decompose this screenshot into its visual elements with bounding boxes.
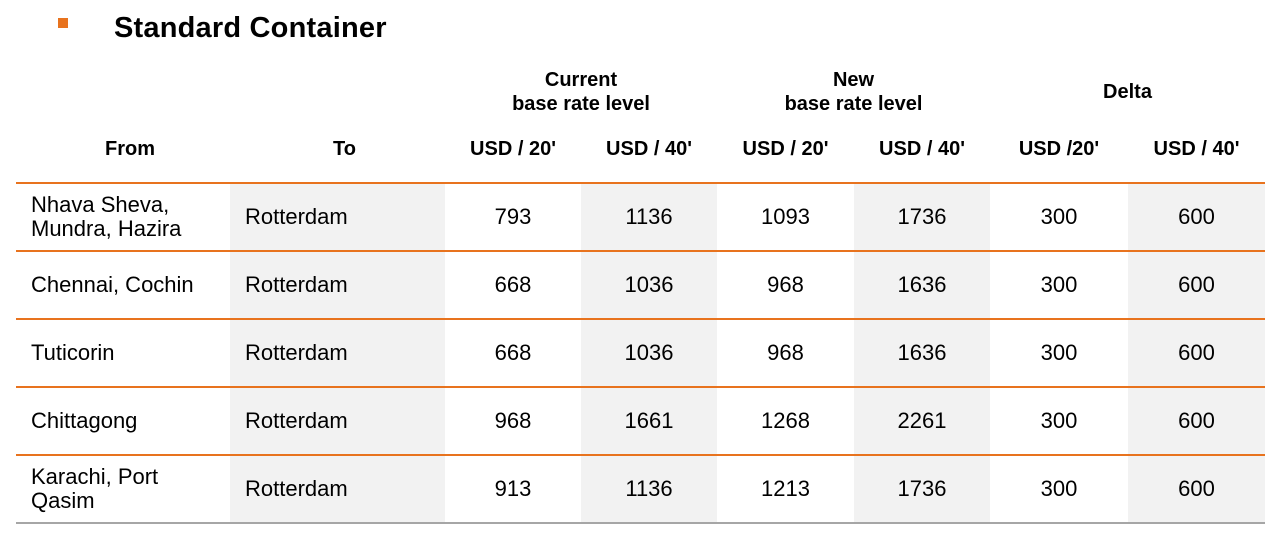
square-bullet-icon — [58, 18, 68, 28]
delta-40-cell: 600 — [1128, 454, 1265, 524]
new-20-cell: 1268 — [717, 386, 854, 455]
delta-40-cell: 600 — [1128, 182, 1265, 251]
new-20-cell: 1213 — [717, 454, 854, 524]
group-header-delta: Delta — [990, 66, 1265, 118]
to-cell: Rotterdam — [230, 250, 445, 319]
delta-20-cell: 300 — [990, 386, 1128, 455]
column-header-delta-20: USD /20' — [1018, 138, 1100, 160]
from-cell: Karachi, Port Qasim — [16, 454, 230, 524]
current-20-cell: 668 — [445, 318, 581, 387]
from-cell: Nhava Sheva, Mundra, Hazira — [16, 182, 230, 251]
group-header-new-label: New base rate level — [784, 69, 923, 115]
delta-40-cell: 600 — [1128, 250, 1265, 319]
current-40-cell: 1036 — [581, 318, 717, 387]
current-20-cell: 913 — [445, 454, 581, 524]
column-header-current-20: USD / 20' — [470, 138, 556, 160]
table-row: Chennai, Cochin Rotterdam 668 1036 968 1636 30… — [16, 250, 1265, 319]
column-header-to: To — [333, 138, 356, 160]
new-40-cell: 2261 — [854, 386, 990, 455]
from-cell: Chittagong — [16, 386, 230, 455]
page-title: Standard Container — [114, 11, 387, 44]
group-header-current-label: Current base rate level — [512, 69, 650, 115]
new-40-cell: 1736 — [854, 182, 990, 251]
new-20-cell: 968 — [717, 318, 854, 387]
from-cell: Chennai, Cochin — [16, 250, 230, 319]
new-20-cell: 1093 — [717, 182, 854, 251]
new-40-cell: 1636 — [854, 318, 990, 387]
column-header-delta-40: USD / 40' — [1153, 138, 1240, 160]
delta-40-cell: 600 — [1128, 386, 1265, 455]
group-header-delta-label: Delta — [1103, 81, 1152, 103]
delta-20-cell: 300 — [990, 182, 1128, 251]
rate-table-body: Nhava Sheva, Mundra, Hazira Rotterdam 793 1… — [16, 182, 1265, 524]
column-header-new-40: USD / 40' — [879, 138, 965, 160]
delta-40-cell: 600 — [1128, 318, 1265, 387]
to-cell: Rotterdam — [230, 454, 445, 524]
to-cell: Rotterdam — [230, 182, 445, 251]
delta-20-cell: 300 — [990, 250, 1128, 319]
current-20-cell: 793 — [445, 182, 581, 251]
current-40-cell: 1661 — [581, 386, 717, 455]
current-20-cell: 668 — [445, 250, 581, 319]
table-row: Karachi, Port Qasim Rotterdam 913 1136 1213 1… — [16, 454, 1265, 524]
group-header-current: Current base rate level — [445, 66, 717, 118]
new-40-cell: 1736 — [854, 454, 990, 524]
rate-table: Nhava Sheva, Mundra, Hazira Rotterdam 793 1… — [16, 182, 1265, 524]
page-heading: Standard Container — [58, 8, 387, 48]
column-header-current-40: USD / 40' — [606, 138, 692, 160]
delta-20-cell: 300 — [990, 318, 1128, 387]
delta-20-cell: 300 — [990, 454, 1128, 524]
column-header-new-20: USD / 20' — [742, 138, 829, 160]
group-header-new: New base rate level — [717, 66, 990, 118]
to-cell: Rotterdam — [230, 318, 445, 387]
new-20-cell: 968 — [717, 250, 854, 319]
current-40-cell: 1136 — [581, 182, 717, 251]
current-20-cell: 968 — [445, 386, 581, 455]
column-header-from: From — [105, 138, 155, 160]
to-cell: Rotterdam — [230, 386, 445, 455]
new-40-cell: 1636 — [854, 250, 990, 319]
table-row: Tuticorin Rotterdam 668 1036 968 1636 300 600 — [16, 318, 1265, 387]
current-40-cell: 1036 — [581, 250, 717, 319]
table-row: Chittagong Rotterdam 968 1661 1268 2261 300 600 — [16, 386, 1265, 455]
from-cell: Tuticorin — [16, 318, 230, 387]
table-row: Nhava Sheva, Mundra, Hazira Rotterdam 793 1… — [16, 182, 1265, 251]
current-40-cell: 1136 — [581, 454, 717, 524]
